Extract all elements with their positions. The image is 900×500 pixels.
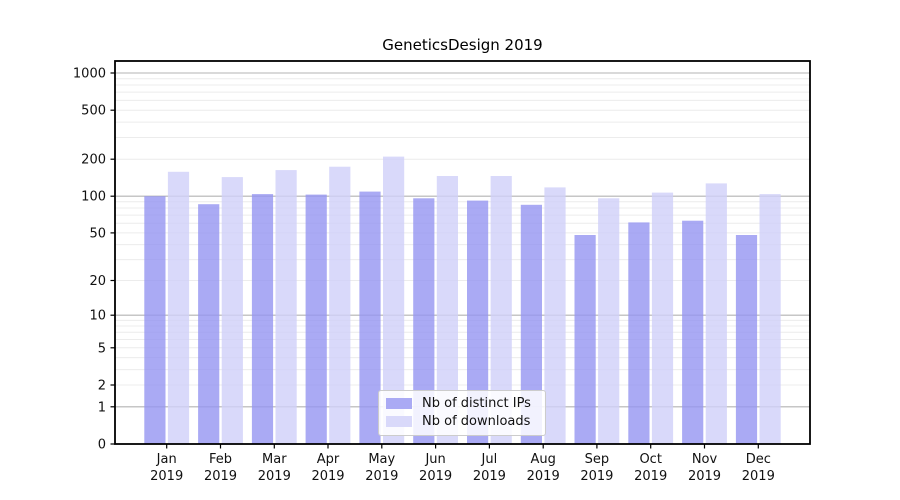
y-tick-label: 2	[98, 379, 106, 394]
y-tick-label: 100	[81, 190, 106, 205]
chart-title: GeneticsDesign 2019	[382, 36, 543, 54]
bar-distinct-ips-aug	[520, 204, 542, 444]
bar-downloads-jan	[167, 171, 190, 445]
bar-distinct-ips-may	[359, 191, 381, 444]
x-tick-label: Mar 2019	[258, 452, 291, 484]
bar-distinct-ips-dec	[735, 235, 758, 444]
bar-distinct-ips-jul	[467, 200, 489, 444]
y-tick-label: 50	[89, 226, 106, 241]
legend-label-distinct-ips: Nb of distinct IPs	[422, 396, 531, 411]
legend-box: Nb of distinct IPs Nb of downloads	[378, 390, 546, 436]
legend-item-downloads: Nb of downloads	[386, 415, 537, 428]
bar-downloads-oct	[651, 192, 674, 444]
legend-item-distinct-ips: Nb of distinct IPs	[386, 397, 537, 410]
x-tick-label: Dec 2019	[742, 452, 775, 484]
bar-distinct-ips-feb	[198, 204, 220, 444]
x-tick-label: Jun 2019	[419, 452, 452, 484]
bar-downloads-jul	[490, 176, 512, 444]
bar-downloads-feb	[221, 177, 243, 444]
y-tick-label: 20	[89, 274, 106, 289]
x-tick-label: Feb 2019	[204, 452, 237, 484]
bar-downloads-sep	[598, 198, 620, 444]
bar-downloads-aug	[544, 187, 566, 444]
bar-downloads-nov	[705, 183, 727, 444]
bar-distinct-ips-jun	[413, 198, 435, 444]
x-tick-label: Sep 2019	[580, 452, 613, 484]
y-tick-label: 10	[89, 309, 106, 324]
x-tick-label: Apr 2019	[311, 452, 344, 484]
bar-downloads-mar	[275, 170, 297, 444]
y-tick-label: 500	[81, 104, 106, 119]
bar-downloads-jun	[436, 176, 458, 444]
bar-distinct-ips-sep	[574, 235, 596, 444]
plot-border	[114, 60, 811, 445]
y-tick-label: 1	[98, 400, 106, 415]
bar-distinct-ips-apr	[305, 194, 327, 444]
y-tick-label: 200	[81, 153, 106, 168]
y-tick-label: 5	[98, 341, 106, 356]
x-tick-label: Jul 2019	[473, 452, 506, 484]
bar-distinct-ips-mar	[251, 194, 274, 444]
x-tick-label: Aug 2019	[527, 452, 560, 484]
bar-distinct-ips-jan	[144, 196, 166, 444]
bar-downloads-apr	[329, 166, 351, 444]
x-tick-label: Jan 2019	[150, 452, 183, 484]
legend-swatch-distinct-ips	[386, 398, 412, 409]
bar-distinct-ips-oct	[628, 222, 650, 444]
legend-label-downloads: Nb of downloads	[422, 414, 531, 429]
x-tick-label: Nov 2019	[688, 452, 721, 484]
bar-downloads-dec	[759, 194, 781, 444]
legend-swatch-downloads	[386, 416, 412, 427]
y-tick-label: 0	[98, 438, 106, 453]
bar-distinct-ips-nov	[682, 220, 704, 444]
y-tick-label: 1000	[73, 67, 106, 82]
bar-downloads-may	[383, 156, 405, 444]
x-tick-label: May 2019	[365, 452, 398, 484]
x-tick-label: Oct 2019	[634, 452, 667, 484]
